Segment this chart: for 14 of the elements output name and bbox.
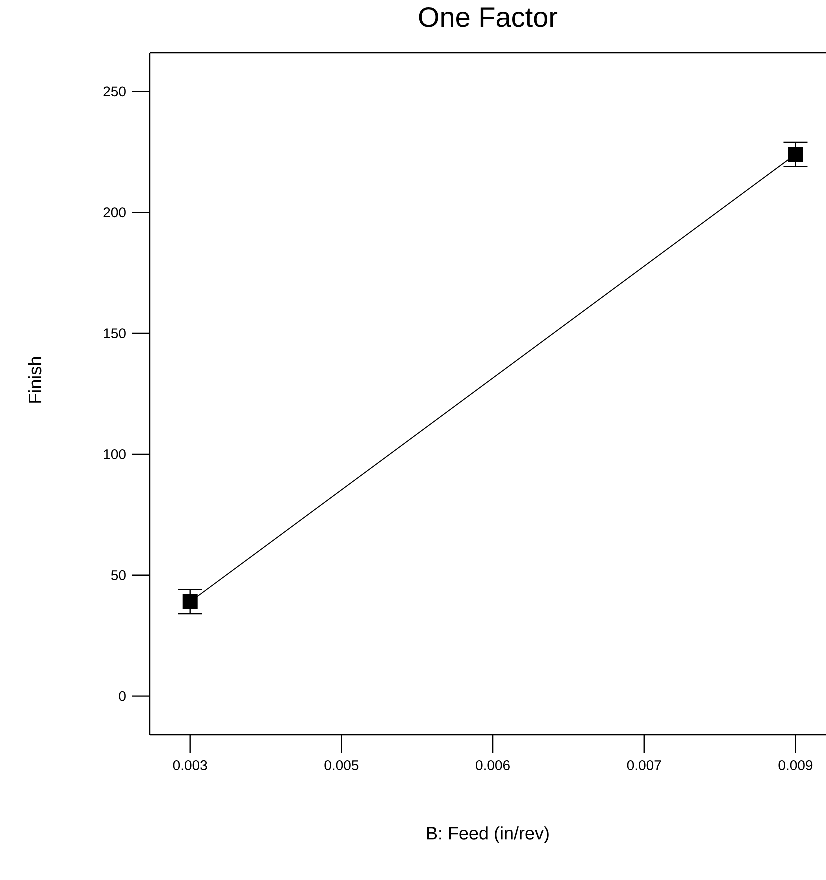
x-tick-label: 0.003 bbox=[173, 760, 208, 770]
x-axis-title: B: Feed (in/rev) bbox=[427, 826, 549, 844]
x-tick-label: 0.005 bbox=[324, 760, 359, 770]
y-tick-label: 150 bbox=[104, 328, 126, 338]
y-tick-label: 100 bbox=[104, 450, 126, 460]
x-tick-label: 0.007 bbox=[627, 760, 662, 770]
x-tick-label: 0.006 bbox=[476, 760, 510, 770]
y-tick-label: 50 bbox=[111, 570, 126, 580]
y-axis-title: Finish bbox=[28, 358, 42, 403]
chart-title: One Factor bbox=[419, 7, 558, 28]
y-tick-label: 200 bbox=[104, 208, 126, 218]
y-tick-label: 0 bbox=[119, 691, 126, 702]
x-tick-label: 0.009 bbox=[778, 760, 813, 770]
y-tick-label: 250 bbox=[104, 86, 126, 97]
